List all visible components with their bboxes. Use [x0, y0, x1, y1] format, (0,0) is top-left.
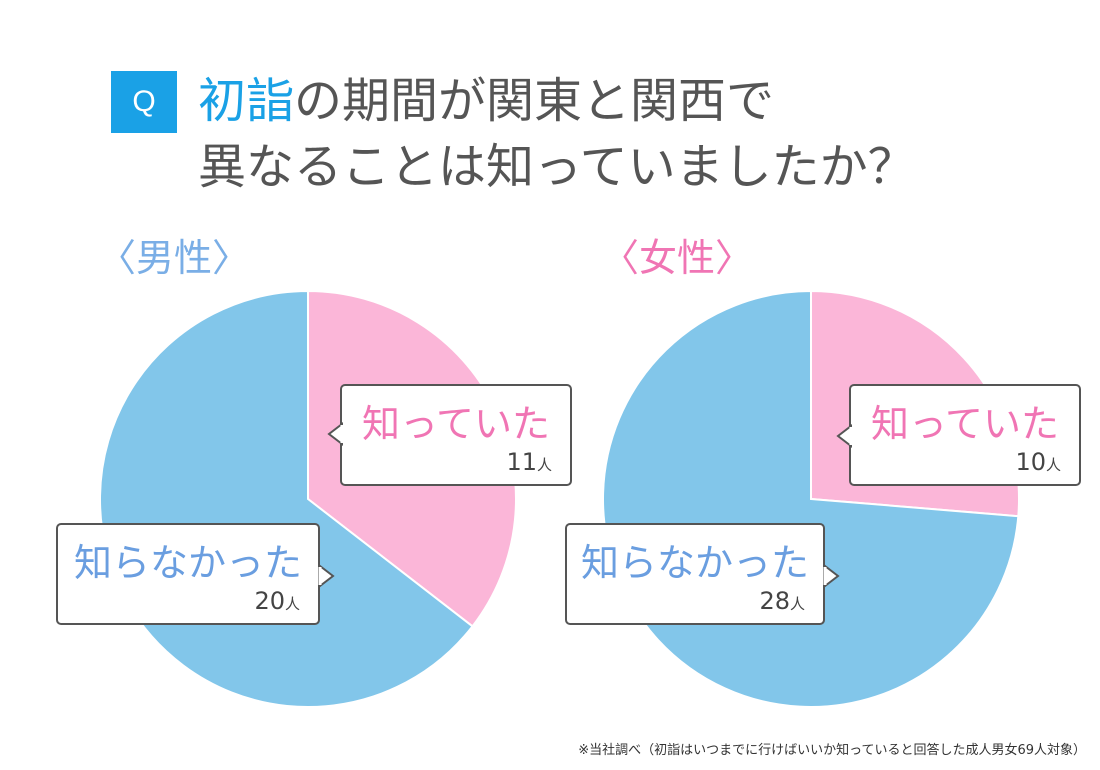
- female-knew-count: 10人: [1015, 448, 1061, 479]
- female-chart-title: 〈女性〉: [601, 236, 754, 280]
- male-knew-value: 11: [506, 448, 537, 476]
- female-didnt-know-unit: 人: [789, 595, 805, 613]
- female-didnt-know-callout: 知らなかった 28人: [565, 523, 840, 625]
- callout-pointer: [318, 563, 335, 589]
- page-title: 初詣の期間が関東と関西で異なることは知っていましたか？: [198, 68, 916, 200]
- male-didnt-know-callout: 知らなかった 20人: [56, 523, 335, 625]
- title-line2: 異なることは知っていましたか？: [198, 139, 916, 195]
- female-didnt-know-label: 知らなかった: [580, 541, 809, 585]
- male-pie-chart: [99, 289, 517, 708]
- callout-pointer: [836, 423, 853, 449]
- male-didnt-know-label: 知らなかった: [73, 541, 302, 585]
- male-didnt-know-count: 20人: [254, 587, 300, 618]
- male-knew-label: 知っていた: [361, 402, 551, 446]
- female-didnt-know-value: 28: [759, 587, 790, 615]
- female-pie-chart: [602, 289, 1020, 708]
- callout-pointer: [327, 421, 344, 447]
- male-chart-title: 〈男性〉: [98, 236, 251, 280]
- question-badge-text: Q: [132, 85, 156, 118]
- female-didnt-know-count: 28人: [759, 587, 805, 618]
- title-accent: 初詣: [198, 73, 295, 129]
- callout-pointer: [823, 563, 840, 589]
- male-didnt-know-unit: 人: [284, 595, 300, 613]
- male-knew-callout: 知っていた 11人: [327, 384, 572, 486]
- male-knew-unit: 人: [536, 456, 552, 474]
- male-knew-count: 11人: [506, 448, 552, 479]
- title-line1-rest: の期間が関東と関西で: [294, 73, 775, 129]
- female-knew-label: 知っていた: [870, 402, 1060, 446]
- male-didnt-know-value: 20: [254, 587, 285, 615]
- female-knew-unit: 人: [1045, 456, 1061, 474]
- female-knew-callout: 知っていた 10人: [836, 384, 1081, 486]
- question-badge: Q: [111, 71, 177, 133]
- footnote: ※当社調べ（初詣はいつまでに行けばいいか知っていると回答した成人男女69人対象）: [578, 743, 1086, 758]
- female-knew-value: 10: [1015, 448, 1046, 476]
